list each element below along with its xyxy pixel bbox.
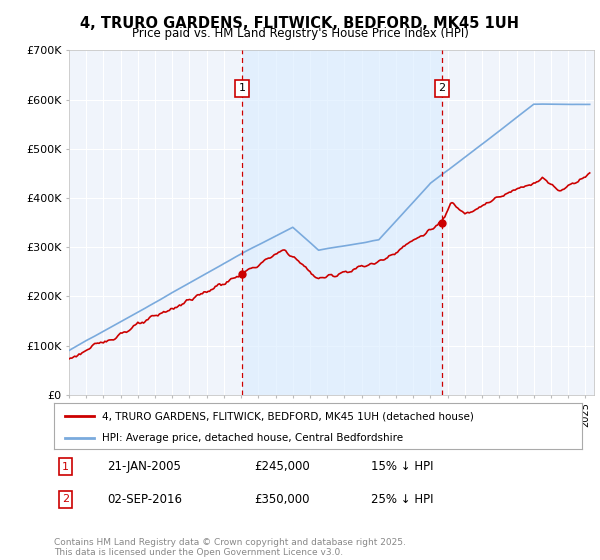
Text: 1: 1 (238, 83, 245, 94)
Text: HPI: Average price, detached house, Central Bedfordshire: HPI: Average price, detached house, Cent… (101, 433, 403, 442)
Text: 2: 2 (62, 494, 69, 505)
Text: 25% ↓ HPI: 25% ↓ HPI (371, 493, 433, 506)
Text: 2: 2 (439, 83, 446, 94)
Text: 21-JAN-2005: 21-JAN-2005 (107, 460, 181, 473)
Text: £245,000: £245,000 (254, 460, 310, 473)
Text: 02-SEP-2016: 02-SEP-2016 (107, 493, 182, 506)
Text: 15% ↓ HPI: 15% ↓ HPI (371, 460, 433, 473)
Text: 4, TRURO GARDENS, FLITWICK, BEDFORD, MK45 1UH (detached house): 4, TRURO GARDENS, FLITWICK, BEDFORD, MK4… (101, 411, 473, 421)
Text: Contains HM Land Registry data © Crown copyright and database right 2025.
This d: Contains HM Land Registry data © Crown c… (54, 538, 406, 557)
Text: Price paid vs. HM Land Registry's House Price Index (HPI): Price paid vs. HM Land Registry's House … (131, 27, 469, 40)
Text: £350,000: £350,000 (254, 493, 310, 506)
Text: 1: 1 (62, 461, 69, 472)
Text: 4, TRURO GARDENS, FLITWICK, BEDFORD, MK45 1UH: 4, TRURO GARDENS, FLITWICK, BEDFORD, MK4… (80, 16, 520, 31)
Bar (242, 50, 442, 395)
